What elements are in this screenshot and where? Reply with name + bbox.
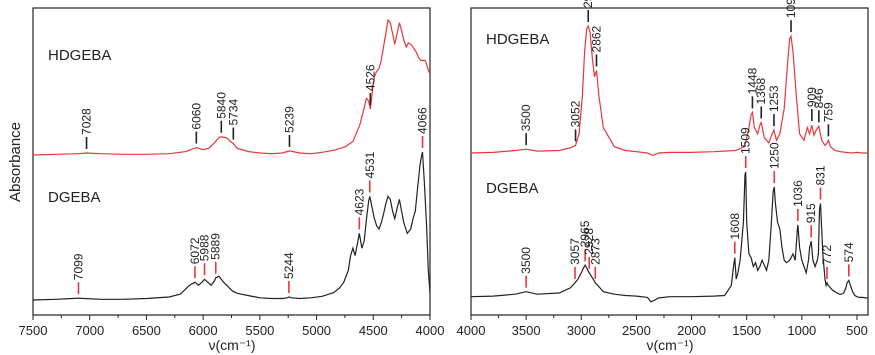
peak-label: 6072 [188,237,202,264]
x-tick-label: 5500 [245,323,274,338]
left-series-label-hdgeba: HDGEBA [48,47,111,64]
peak-label: 5840 [214,92,228,119]
series-line-hdgeba [32,18,431,156]
series-line-hdgeba [470,24,868,157]
peak-label: 2965 [578,220,592,247]
x-tick-label: 4000 [457,323,486,338]
right-series-label-dgeba: DGEBA [486,180,539,197]
left-curves [32,18,431,301]
peak-label: 3500 [519,104,533,131]
peak-label: 4531 [363,151,377,178]
x-tick-label: 7500 [19,323,48,338]
right-curves [470,24,868,303]
peak-label: 3052 [569,100,583,127]
right-x-ticks: 4000 3500 3000 2500 2000 1500 1000 500 [457,315,868,338]
peak-label: 1253 [767,85,781,112]
right-series-label-hdgeba: HDGEBA [486,31,549,48]
series-line-dgeba [32,151,431,301]
right-panel: ν(cm⁻¹) 4000 3500 3000 2500 2000 1500 1000 500 … [457,0,869,353]
x-tick-label: 4000 [416,323,445,338]
peak-label: 1098 [784,0,798,18]
peak-label: 846 [812,88,826,108]
peak-label: 3057 [568,238,582,265]
x-tick-label: 7000 [75,323,104,338]
peak-label: 5244 [282,252,296,279]
peak-label: 1368 [754,77,768,104]
peak-label: 1448 [745,67,759,94]
x-tick-label: 5000 [302,323,331,338]
peak-label: 5239 [282,106,296,133]
peak-label: 2873 [588,238,602,265]
x-tick-label: 1500 [732,323,761,338]
peak-label: 4066 [416,107,430,134]
x-tick-label: 2500 [622,323,651,338]
x-tick-label: 2000 [677,323,706,338]
peak-label: 772 [820,245,834,265]
peak-label: 909 [805,87,819,107]
x-tick-label: 1000 [787,323,816,338]
left-x-ticks: 7500 7000 6500 6000 5500 5000 4500 4000 [19,315,445,338]
peak-label: 2928 [582,228,596,255]
x-tick-label: 3000 [567,323,596,338]
peak-label: 831 [813,165,827,185]
peak-label: 5889 [209,233,223,260]
x-tick-label: 500 [846,323,868,338]
right-x-axis-label: ν(cm⁻¹) [646,337,693,353]
left-x-axis-label: ν(cm⁻¹) [208,337,255,353]
right-plot-frame [470,7,869,316]
peak-label: 4623 [352,188,366,215]
x-tick-label: 6000 [189,323,218,338]
peak-label: 5734 [226,99,240,126]
peak-label: 4526 [363,64,377,91]
left-panel: Absorbance ν(cm⁻¹) 7500 7000 6500 6000 5500 5… [7,7,445,353]
left-series-label-dgeba: DGEBA [48,189,101,206]
peak-label: 915 [804,203,818,223]
peak-label: 574 [842,242,856,262]
peak-label: 7099 [71,253,85,280]
left-y-axis-label: Absorbance [7,122,24,202]
peak-label: 5988 [198,234,212,261]
peak-label: 6060 [189,103,203,130]
peak-label: 759 [821,102,835,122]
x-tick-label: 3500 [512,323,541,338]
peak-label: 7028 [80,108,94,135]
peak-label: 1608 [728,213,742,240]
peak-label: 1036 [791,180,805,207]
x-tick-label: 4500 [359,323,388,338]
peak-label: 2937 [581,0,595,8]
peak-label: 3500 [519,247,533,274]
series-line-dgeba [470,171,868,303]
x-tick-label: 6500 [132,323,161,338]
peak-label: 2862 [589,25,603,52]
peak-label: 1250 [767,142,781,169]
peak-label: 1509 [739,127,753,154]
